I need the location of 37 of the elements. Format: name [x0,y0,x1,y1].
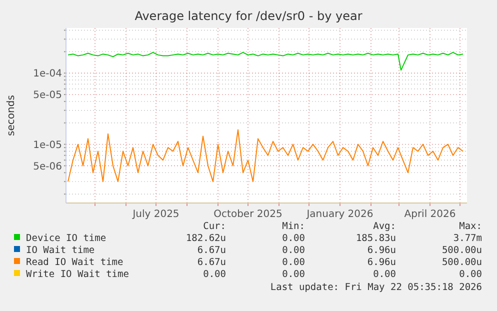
legend-label: Device IO time [26,233,106,244]
line-series [68,52,464,71]
text: 6.96u [367,257,396,268]
chart-title: Average latency for /dev/sr0 - by year [134,9,362,23]
text: Avg: [373,221,396,232]
text: 0.00 [282,269,306,280]
x-tick-label: January 2026 [306,209,374,220]
y-tick-label: 5e-06 [33,161,62,172]
text: 0.00 [282,245,306,256]
text: 6.96u [367,245,396,256]
y-tick-label: 1e-05 [33,140,62,151]
text: 182.62u [186,233,226,244]
text: 6.67u [197,245,226,256]
text: 185.83u [356,233,396,244]
text: 500.00u [442,245,482,256]
y-axis-title: seconds [6,95,17,136]
text: 6.67u [197,257,226,268]
text: 3.77m [453,233,482,244]
legend-label: IO Wait time [26,245,95,256]
x-tick-label: October 2025 [214,209,282,220]
text: Cur: [203,221,226,232]
x-tick-label: April 2026 [404,209,456,220]
x-tick-label: July 2025 [132,209,180,220]
legend-label: Read IO Wait time [26,257,124,268]
text: 0.00 [203,269,226,280]
text: 0.00 [282,257,306,268]
y-tick-label: 5e-05 [33,90,62,102]
y-tick-label: 1e-04 [33,68,62,80]
line-series [68,129,464,182]
text: Last update: Fri May 22 05:35:18 2026 [270,282,482,293]
text: 0.00 [282,233,306,244]
text: 500.00u [442,257,482,268]
text: 0.00 [373,269,396,280]
legend-label: Write IO Wait time [26,269,130,280]
text: 0.00 [459,269,482,280]
text: Max: [459,221,482,232]
text: Min: [282,221,305,232]
